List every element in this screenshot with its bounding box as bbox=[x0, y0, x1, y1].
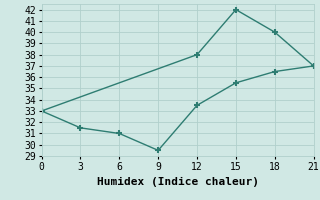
X-axis label: Humidex (Indice chaleur): Humidex (Indice chaleur) bbox=[97, 177, 259, 187]
